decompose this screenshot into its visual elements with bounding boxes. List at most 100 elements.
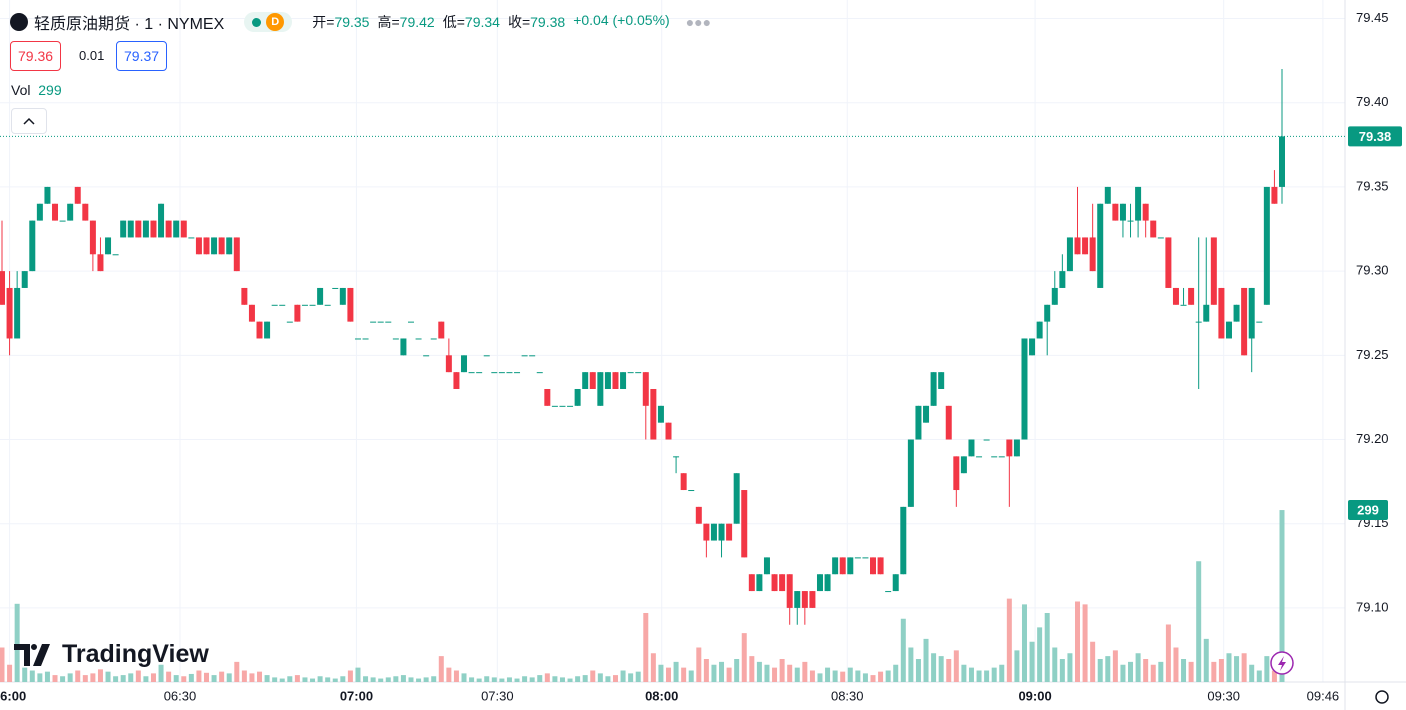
volume-bar xyxy=(302,677,308,682)
candle-body xyxy=(998,456,1005,458)
candle-body xyxy=(839,557,846,575)
volume-bar xyxy=(650,653,656,682)
volume-bar xyxy=(779,658,785,682)
candle-body xyxy=(1256,321,1263,323)
volume-bar xyxy=(991,667,997,682)
volume-bar xyxy=(817,673,823,682)
volume-bar xyxy=(840,671,846,682)
candle-body xyxy=(248,304,255,322)
volume-bar xyxy=(310,678,316,682)
candle-body xyxy=(1097,203,1104,288)
market-status[interactable]: D xyxy=(244,12,293,32)
ohlc-value: 79.35 xyxy=(334,14,370,30)
candle-body xyxy=(718,523,725,541)
candle-body xyxy=(423,355,430,357)
candle-body xyxy=(763,557,770,575)
candle-body xyxy=(892,574,899,592)
candle-body xyxy=(1271,186,1278,204)
candle-body xyxy=(127,220,134,238)
volume-bar xyxy=(491,677,497,682)
candle-body xyxy=(544,388,551,406)
volume-bar xyxy=(97,669,103,682)
volume-bar xyxy=(552,676,558,682)
logo-text: TradingView xyxy=(62,640,209,668)
volume-bar xyxy=(1143,658,1149,682)
candle-body xyxy=(635,372,642,374)
volume-bar xyxy=(1052,647,1058,682)
volume-bar xyxy=(529,677,535,682)
volume-bar xyxy=(120,675,126,682)
volume-bar xyxy=(166,671,172,682)
volume-bar xyxy=(1188,661,1194,682)
volume-bar xyxy=(915,658,921,682)
volume-bar xyxy=(469,677,475,682)
y-tick-label: 79.35 xyxy=(1356,178,1389,193)
volume-bar xyxy=(37,673,43,682)
volume-bar xyxy=(249,673,255,682)
volume-bar xyxy=(105,671,111,682)
candle-body xyxy=(430,338,437,340)
volume-bar xyxy=(1249,664,1255,682)
candle-body xyxy=(870,557,877,575)
volume-bar xyxy=(1173,647,1179,682)
candle-body xyxy=(377,321,384,323)
candle-body xyxy=(286,321,293,323)
volume-bar xyxy=(620,670,626,682)
volume-tag-label: 299 xyxy=(1357,502,1379,517)
collapse-button[interactable] xyxy=(11,108,47,134)
volume-legend: Vol 299 xyxy=(11,82,62,98)
volume-bar xyxy=(946,658,952,682)
volume-bar xyxy=(1181,658,1187,682)
volume-bar xyxy=(719,661,725,682)
candle-body xyxy=(1074,237,1081,255)
volume-bar xyxy=(347,670,353,682)
candle-body xyxy=(180,220,187,238)
candle-body xyxy=(415,338,422,340)
volume-bar xyxy=(976,670,982,682)
volume-bar xyxy=(340,676,346,682)
candle-body xyxy=(907,439,914,507)
candle-body xyxy=(1013,439,1020,457)
volume-bar xyxy=(999,664,1005,682)
ohlc-label: 低= xyxy=(442,14,465,30)
volume-bar xyxy=(514,678,520,682)
candle-body xyxy=(1150,220,1157,238)
volume-bar xyxy=(673,661,679,682)
x-tick-label: 09:46 xyxy=(1307,688,1340,703)
volume-bar xyxy=(961,664,967,682)
volume-bar xyxy=(211,675,217,682)
volume-bar xyxy=(1135,653,1141,682)
candle-body xyxy=(536,372,543,374)
candle-body xyxy=(203,237,210,255)
candle-body xyxy=(476,372,483,374)
volume-bar xyxy=(52,675,58,682)
candle-body xyxy=(582,372,589,389)
ohlc-label: 高= xyxy=(377,14,400,30)
volume-bar xyxy=(809,670,815,682)
volume-bar xyxy=(181,676,187,682)
volume-bar xyxy=(1014,650,1020,682)
bid-box[interactable]: 79.36 xyxy=(10,41,62,71)
candle-body xyxy=(14,287,21,339)
candle-body xyxy=(1082,237,1089,255)
volume-bar xyxy=(1241,653,1247,682)
more-dots[interactable]: ●●● xyxy=(685,14,712,30)
ask-box[interactable]: 79.37 xyxy=(116,41,168,71)
candle-body xyxy=(74,186,81,204)
candle-body xyxy=(900,506,907,575)
candle-body xyxy=(529,355,536,357)
volume-bar xyxy=(1165,624,1171,682)
candle-body xyxy=(97,254,104,272)
volume-bar xyxy=(1226,653,1232,682)
candle-body xyxy=(506,372,513,374)
volume-bar xyxy=(787,664,793,682)
candle-body xyxy=(301,304,308,306)
candle-body xyxy=(801,591,808,608)
candle-body xyxy=(521,355,528,357)
x-tick-label: 07:30 xyxy=(481,688,514,703)
volume-bar xyxy=(1075,601,1081,682)
candle-body xyxy=(483,355,490,357)
candle-body xyxy=(385,321,392,323)
ohlc-legend: 开=79.35 高=79.42 低=79.34 收=79.38 +0.04 (+0.05… xyxy=(312,12,669,32)
candle-body xyxy=(52,203,59,221)
